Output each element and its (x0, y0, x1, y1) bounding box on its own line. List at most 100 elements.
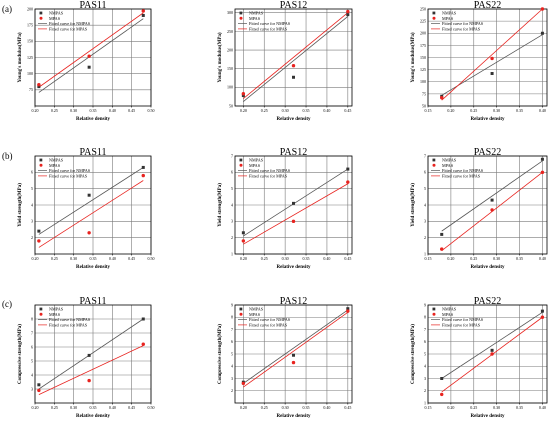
x-tick-label: 0.30 (70, 108, 77, 113)
y-tick-label: 3 (31, 386, 33, 391)
x-tick-label: 0.40 (109, 108, 116, 113)
x-tick-label: 0.25 (261, 405, 268, 410)
y-axis-label: Young's modulus(MPa) (218, 32, 223, 82)
fit-line-nmpas (38, 318, 144, 390)
data-point-nmpas (440, 232, 444, 236)
x-tick-label: 0.30 (493, 256, 500, 261)
x-tick-label: 0.25 (470, 405, 477, 410)
legend-nmpas-marker (239, 11, 243, 15)
data-point-nmpas (490, 348, 494, 352)
x-tick-label: 0.25 (51, 108, 58, 113)
y-tick-label: 100 (420, 79, 426, 84)
y-tick-label: 6 (31, 344, 33, 349)
y-tick-label: 75 (29, 87, 33, 92)
legend-mpas-label: MPAS (49, 16, 61, 21)
data-point-mpas (37, 82, 41, 87)
chart-title: PAS11 (79, 296, 106, 307)
x-tick-label: 0.30 (282, 405, 289, 410)
legend-mpas-marker (39, 312, 43, 316)
legend-fit-mpas-label: Fitted curve for MPAS (49, 173, 88, 178)
x-tick-label: 0.45 (344, 108, 351, 113)
x-tick-label: 0.35 (303, 108, 310, 113)
y-tick-label: 200 (227, 47, 233, 52)
data-point-nmpas (292, 201, 295, 205)
y-tick-label: 6 (231, 339, 233, 344)
y-tick-label: 100 (27, 71, 33, 76)
x-tick-label: 0.45 (128, 108, 135, 113)
legend-mpas-marker (432, 16, 436, 20)
row-label-b: (b) (2, 151, 13, 161)
y-tick-label: 200 (420, 31, 426, 36)
legend-fit-nmpas-label: Fitted curve for NMPAS (49, 317, 91, 322)
data-point-nmpas (37, 383, 41, 387)
legend-nmpas-label: NMPAS (442, 307, 457, 312)
x-tick-label: 0.35 (516, 256, 523, 261)
fit-line-mpas (38, 180, 144, 248)
chart-title: PAS12 (280, 0, 307, 11)
fit-line-nmpas (38, 167, 144, 235)
legend-mpas-marker (239, 312, 243, 316)
legend-mpas-marker (432, 163, 436, 167)
x-axis-label: Relative density (470, 117, 505, 122)
legend-mpas-label: MPAS (249, 312, 261, 317)
legend-nmpas-label: NMPAS (442, 158, 457, 163)
y-tick-label: 250 (420, 6, 426, 11)
legend-mpas-marker (432, 312, 436, 316)
chart-title: PAS11 (79, 147, 106, 158)
fit-line-mpas (243, 12, 349, 99)
legend-mpas-label: MPAS (442, 163, 454, 168)
y-tick-label: 75 (422, 91, 426, 96)
fit-line-nmpas (441, 160, 543, 232)
y-tick-label: 4 (231, 364, 233, 369)
y-tick-label: 7 (231, 153, 233, 158)
x-tick-label: 0.35 (90, 405, 97, 410)
legend-nmpas-marker (239, 307, 243, 311)
x-tick-label: 0.35 (303, 256, 310, 261)
data-point-mpas (241, 239, 246, 243)
x-axis-label: Relative density (76, 265, 111, 270)
y-tick-label: 250 (227, 29, 233, 34)
data-point-mpas (346, 180, 350, 184)
y-axis-label: Young's modulus(MPa) (18, 32, 23, 82)
plot-frame (234, 155, 353, 255)
legend-mpas-marker (239, 163, 243, 167)
data-point-nmpas (141, 13, 145, 17)
y-tick-label: 8 (424, 315, 426, 320)
y-tick-label: 150 (227, 66, 233, 71)
data-point-mpas (37, 239, 41, 243)
x-tick-label: 0.25 (470, 256, 477, 261)
data-point-nmpas (346, 13, 350, 17)
data-point-mpas (490, 56, 494, 61)
y-axis-label: Yield strength(MPa) (18, 183, 23, 227)
y-tick-label: 2 (231, 235, 233, 240)
y-tick-label: 50 (422, 103, 426, 108)
x-axis-label: Relative density (276, 117, 311, 122)
legend-mpas-marker (239, 16, 243, 20)
legend-fit-nmpas-label: Fitted curve for NMPAS (442, 317, 484, 322)
x-tick-label: 0.25 (261, 256, 268, 261)
y-tick-label: 175 (27, 23, 33, 28)
y-axis-label: Yield strength(MPa) (411, 183, 416, 227)
y-tick-label: 50 (229, 103, 233, 108)
chart-panel: 0.20 0.25 0.30 0.35 0.40 0.45 0.50 75 100 125 150 1… (18, 0, 155, 122)
x-tick-label: 0.40 (323, 256, 330, 261)
legend-fit-nmpas-label: Fitted curve for NMPAS (442, 21, 484, 26)
data-point-nmpas (346, 307, 350, 311)
data-point-nmpas (37, 229, 41, 233)
data-point-nmpas (540, 309, 544, 313)
y-tick-label: 8 (231, 315, 233, 320)
y-tick-label: 6 (424, 339, 426, 344)
legend-mpas-marker (39, 16, 43, 20)
chart-panel: 0.20 0.25 0.30 0.35 0.40 0.45 50 100 150 200 250 30… (218, 0, 353, 122)
fit-line-mpas (441, 8, 543, 101)
x-tick-label: 0.30 (493, 108, 500, 113)
data-point-mpas (87, 231, 91, 235)
fit-line-nmpas (243, 168, 349, 237)
legend-nmpas-label: NMPAS (49, 158, 64, 163)
legend-mpas-label: MPAS (49, 312, 61, 317)
x-axis-label: Relative density (76, 414, 111, 419)
legend-mpas-marker (39, 163, 43, 167)
legend-mpas-label: MPAS (249, 163, 261, 168)
legend-fit-mpas-label: Fitted curve for MPAS (249, 173, 288, 178)
legend-nmpas-label: NMPAS (49, 11, 64, 16)
